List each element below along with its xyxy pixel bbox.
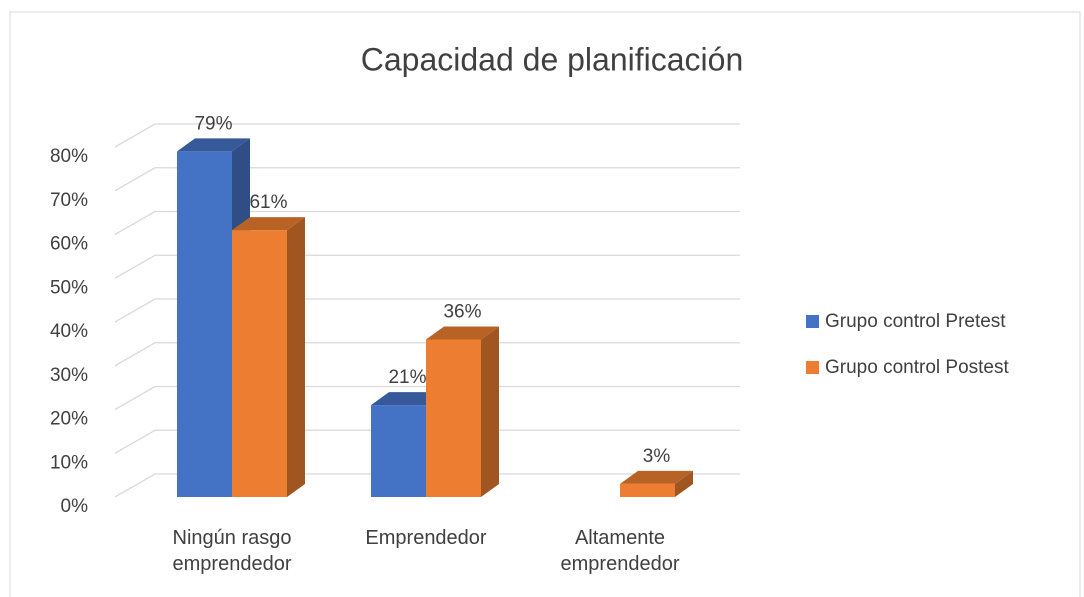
bar-face: [177, 151, 232, 497]
bar-face: [426, 339, 481, 497]
y-tick-label: 10%: [50, 452, 88, 473]
bar-face: [371, 405, 426, 497]
data-label: 21%: [388, 367, 426, 388]
y-tick-label: 20%: [50, 409, 88, 430]
y-tick-label: 70%: [50, 190, 88, 211]
bar-face: [481, 326, 499, 497]
x-tick-label: Altamente emprendedor: [560, 527, 680, 575]
bar: [426, 326, 499, 497]
legend-label: Grupo control Pretest: [825, 311, 1006, 332]
bar-face: [232, 217, 305, 231]
chart-border: [9, 11, 1081, 597]
grid-line: [114, 298, 740, 323]
legend-label: Grupo control Postest: [825, 357, 1009, 378]
grid-line: [114, 429, 740, 454]
bar-face: [620, 470, 693, 484]
grid-line: [114, 473, 740, 498]
y-tick-label: 60%: [50, 234, 88, 255]
x-tick-label: Ningún rasgo emprendedor: [172, 527, 292, 575]
data-label: 3%: [643, 446, 671, 467]
grid-line: [114, 167, 740, 192]
y-tick-label: 80%: [50, 146, 88, 167]
bar-face: [371, 392, 444, 406]
legend-swatch: [806, 361, 819, 374]
y-tick-label: 0%: [61, 496, 89, 517]
data-label: 79%: [194, 113, 232, 134]
bar-face: [620, 483, 675, 497]
chart-title: Capacidad de planificación: [361, 41, 743, 77]
bar-face: [232, 230, 287, 497]
bar-face: [426, 326, 499, 340]
grid-line: [114, 254, 740, 279]
data-label: 36%: [443, 302, 481, 323]
bar: [620, 470, 693, 497]
bar-face: [675, 470, 693, 497]
y-tick-label: 50%: [50, 277, 88, 298]
bar-face: [287, 217, 305, 497]
y-tick-label: 30%: [50, 365, 88, 386]
data-label: 61%: [249, 192, 287, 213]
grid-line: [114, 210, 740, 236]
grid-line: [114, 342, 740, 367]
grid-line: [114, 385, 740, 411]
y-tick-label: 40%: [50, 321, 88, 342]
x-tick-label: Emprendedor: [365, 527, 487, 549]
legend-swatch: [806, 315, 819, 328]
grid-line: [114, 123, 740, 148]
bar-face: [177, 138, 250, 152]
bar: [232, 217, 305, 497]
